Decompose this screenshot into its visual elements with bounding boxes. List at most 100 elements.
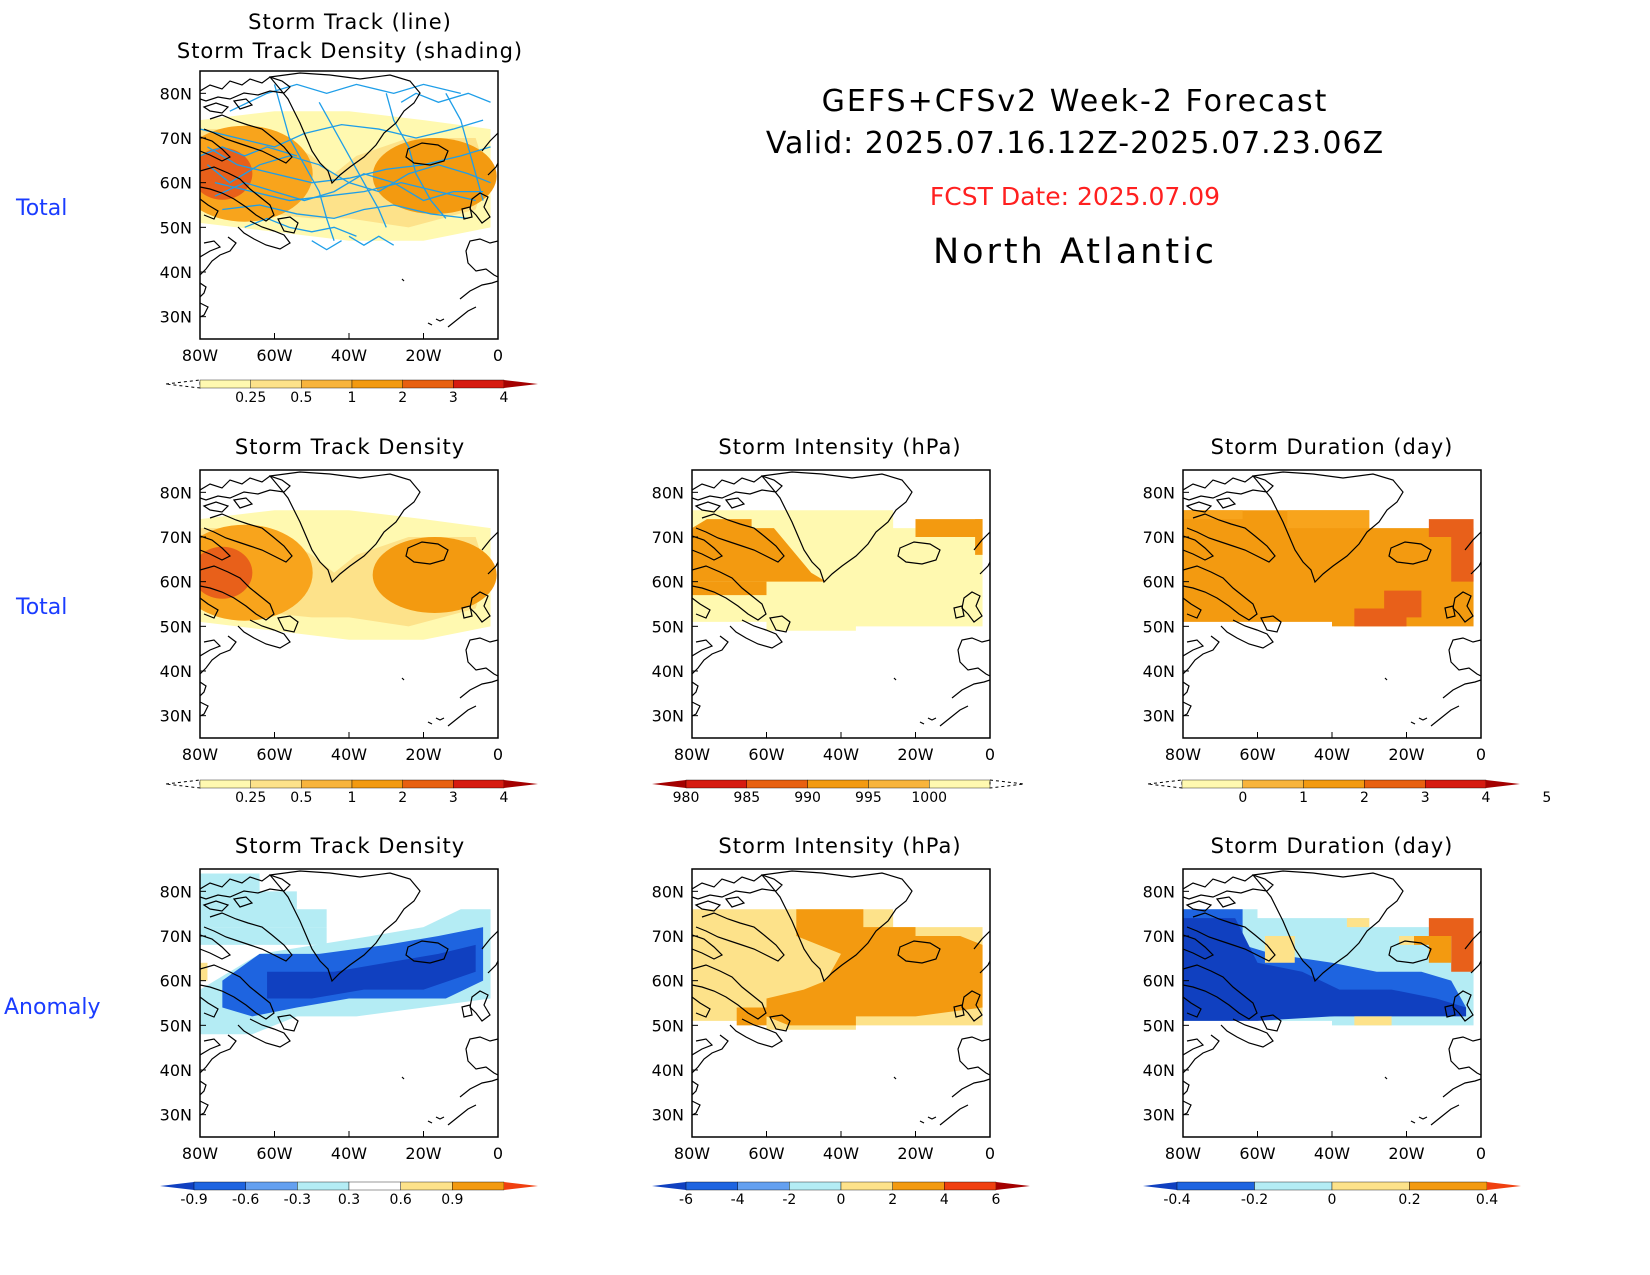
lon-tick-label: 40W bbox=[331, 346, 367, 365]
lat-tick-label: 60N bbox=[160, 573, 192, 592]
lon-tick-label: 80W bbox=[1165, 1144, 1201, 1163]
colorbar-int-anom: -6 -4 -2 0 2 4 6 bbox=[652, 1181, 1030, 1208]
colorbar-label: 0.5 bbox=[290, 390, 312, 406]
lon-tick-label: 60W bbox=[748, 745, 784, 764]
storm-track-line bbox=[200, 119, 484, 148]
map-int-anom: 80N 70N 60N 50N 40N 30N 80W 60W 40W 20W 0 bbox=[652, 868, 995, 1163]
storm-track-line bbox=[400, 92, 491, 103]
colorbar-label: 6 bbox=[992, 1192, 1001, 1208]
lon-tick-label: 80W bbox=[182, 346, 218, 365]
storm-track-line bbox=[311, 240, 342, 251]
colorbar-label: 3 bbox=[449, 390, 458, 406]
storm-track-line bbox=[273, 84, 335, 241]
colorbar-label: 1 bbox=[348, 390, 357, 406]
colorbar-label: 2 bbox=[1360, 790, 1369, 806]
map-dur-total: 80N 70N 60N 50N 40N 30N 80W 60W 40W 20W 0 bbox=[1143, 469, 1486, 764]
colorbar-label: 0.25 bbox=[235, 790, 266, 806]
colorbar-label: -0.9 bbox=[180, 1192, 207, 1208]
storm-track-line bbox=[207, 146, 491, 184]
lat-tick-label: 40N bbox=[1143, 662, 1175, 681]
storm-track-line bbox=[214, 181, 476, 202]
lat-tick-label: 80N bbox=[160, 84, 192, 103]
row-label-total-2: Total bbox=[16, 595, 68, 620]
colorbar-label: 4 bbox=[940, 1192, 949, 1208]
lon-tick-label: 0 bbox=[1476, 1144, 1486, 1163]
lat-tick-label: 80N bbox=[1143, 483, 1175, 502]
panel-title-tracks-2: Storm Track Density (shading) bbox=[176, 39, 524, 63]
lon-tick-label: 80W bbox=[1165, 745, 1201, 764]
lon-tick-label: 20W bbox=[897, 745, 933, 764]
lon-tick-label: 60W bbox=[256, 745, 292, 764]
colorbar-label: 1 bbox=[348, 790, 357, 806]
map-tracks: 80N 70N 60N 50N 40N 30N 80W 60W 40W 20W 0 bbox=[160, 70, 503, 365]
lon-tick-label: 20W bbox=[1388, 745, 1424, 764]
colorbar-label: 4 bbox=[1482, 790, 1491, 806]
colorbar-label: 0 bbox=[1238, 790, 1247, 806]
panel-title-int-total: Storm Intensity (hPa) bbox=[718, 435, 962, 459]
colorbar-label: -0.2 bbox=[1241, 1192, 1268, 1208]
lat-tick-label: 60N bbox=[1143, 573, 1175, 592]
lon-tick-label: 20W bbox=[405, 1144, 441, 1163]
colorbar-label: 3 bbox=[1421, 790, 1430, 806]
storm-track-line bbox=[445, 93, 484, 201]
lat-tick-label: 50N bbox=[160, 617, 192, 636]
map-dens-anom: 80N 70N 60N 50N 40N 30N 80W 60W 40W 20W 0 bbox=[160, 868, 503, 1163]
lon-tick-label: 0 bbox=[985, 1144, 995, 1163]
colorbar-dur: 0 1 2 3 4 5 bbox=[1147, 779, 1551, 806]
lat-tick-label: 80N bbox=[1143, 882, 1175, 901]
lon-tick-label: 20W bbox=[1388, 1144, 1424, 1163]
lon-tick-label: 40W bbox=[331, 745, 367, 764]
map-dens-total: 80N 70N 60N 50N 40N 30N 80W 60W 40W 20W 0 bbox=[160, 469, 503, 764]
storm-track-line bbox=[214, 173, 484, 202]
colorbar-label: 0.3 bbox=[338, 1192, 360, 1208]
lat-tick-label: 50N bbox=[652, 617, 684, 636]
colorbar-dens: 0.25 0.5 1 2 3 4 bbox=[165, 779, 538, 806]
colorbar-label: 0 bbox=[837, 1192, 846, 1208]
lat-tick-label: 60N bbox=[160, 174, 192, 193]
storm-track-line bbox=[348, 235, 395, 246]
lon-tick-label: 0 bbox=[1476, 745, 1486, 764]
colorbar-label: 2 bbox=[398, 390, 407, 406]
row-label-anomaly: Anomaly bbox=[4, 995, 101, 1020]
row-label-total-1: Total bbox=[16, 196, 68, 221]
lon-tick-label: 0 bbox=[493, 1144, 503, 1163]
colorbar-label: 0.4 bbox=[1476, 1192, 1498, 1208]
lat-tick-label: 40N bbox=[1143, 1061, 1175, 1080]
colorbar-dur-anom: -0.4 -0.2 0 0.2 0.4 bbox=[1143, 1181, 1521, 1208]
forecast-title: GEFS+CFSv2 Week-2 Forecast bbox=[821, 84, 1329, 119]
lat-tick-label: 70N bbox=[160, 129, 192, 148]
colorbar-label: 0.9 bbox=[441, 1192, 463, 1208]
forecast-valid: Valid: 2025.07.16.12Z-2025.07.23.06Z bbox=[765, 126, 1385, 161]
colorbar-label: -0.3 bbox=[284, 1192, 311, 1208]
lon-tick-label: 80W bbox=[182, 745, 218, 764]
panel-title-dens-total: Storm Track Density bbox=[234, 435, 466, 459]
lat-tick-label: 80N bbox=[160, 483, 192, 502]
lat-tick-label: 70N bbox=[1143, 927, 1175, 946]
lat-tick-label: 30N bbox=[160, 707, 192, 726]
lat-tick-label: 60N bbox=[1143, 972, 1175, 991]
lon-tick-label: 40W bbox=[331, 1144, 367, 1163]
panel-title-tracks-1: Storm Track (line) bbox=[248, 10, 452, 34]
region-name: North Atlantic bbox=[932, 232, 1218, 272]
lat-tick-label: 60N bbox=[652, 972, 684, 991]
lon-tick-label: 80W bbox=[674, 1144, 710, 1163]
lon-tick-label: 0 bbox=[985, 745, 995, 764]
colorbar-label: -6 bbox=[679, 1192, 693, 1208]
colorbar-int: 980 985 990 995 1000 bbox=[652, 779, 1025, 806]
colorbar-label: 1 bbox=[1299, 790, 1308, 806]
colorbar-label: 0.6 bbox=[390, 1192, 412, 1208]
lon-tick-label: 60W bbox=[256, 1144, 292, 1163]
lon-tick-label: 80W bbox=[674, 745, 710, 764]
colorbar-label: 980 bbox=[673, 790, 700, 806]
lat-tick-label: 40N bbox=[652, 662, 684, 681]
lon-tick-label: 80W bbox=[182, 1144, 218, 1163]
colorbar-label: 2 bbox=[888, 1192, 897, 1208]
lat-tick-label: 30N bbox=[652, 1106, 684, 1125]
fcst-date: FCST Date: 2025.07.09 bbox=[929, 182, 1221, 211]
lon-tick-label: 40W bbox=[1314, 1144, 1350, 1163]
colorbar-label: 0 bbox=[1328, 1192, 1337, 1208]
lat-tick-label: 70N bbox=[160, 528, 192, 547]
lat-tick-label: 70N bbox=[1143, 528, 1175, 547]
lat-tick-label: 80N bbox=[652, 483, 684, 502]
